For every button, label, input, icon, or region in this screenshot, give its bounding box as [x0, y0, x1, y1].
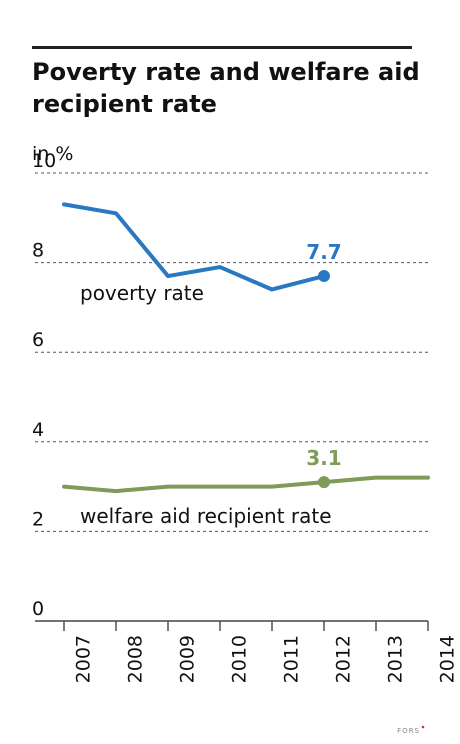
y-tick-label: 6	[32, 329, 44, 351]
y-tick-label: 10	[32, 150, 56, 172]
highlight-marker	[318, 270, 330, 283]
highlight-marker	[318, 476, 330, 489]
x-tick-label: 2009	[177, 635, 199, 683]
data-label: 3.1	[306, 446, 341, 470]
x-tick-label: 2012	[333, 635, 355, 683]
x-tick-label: 2010	[229, 635, 251, 683]
series-line	[62, 475, 430, 494]
chart-title: Poverty rate and welfare aid recipient r…	[32, 58, 420, 118]
title-rule	[32, 46, 412, 49]
data-label: 7.7	[306, 240, 341, 264]
series-label: welfare aid recipient rate	[80, 504, 332, 528]
source-label: FORS	[397, 727, 420, 735]
series-label: poverty rate	[80, 281, 204, 305]
x-tick-label: 2013	[385, 635, 407, 683]
series-line	[62, 202, 326, 292]
x-tick-label: 2008	[125, 635, 147, 683]
source-dot	[421, 725, 425, 729]
y-tick-label: 0	[32, 598, 44, 620]
y-tick-label: 4	[32, 419, 44, 441]
y-unit-label: in %	[32, 143, 73, 165]
x-tick-label: 2014	[437, 635, 459, 683]
y-tick-label: 2	[32, 508, 44, 530]
x-tick-label: 2007	[73, 635, 95, 683]
x-tick-label: 2011	[281, 635, 303, 683]
y-tick-label: 8	[32, 240, 44, 262]
